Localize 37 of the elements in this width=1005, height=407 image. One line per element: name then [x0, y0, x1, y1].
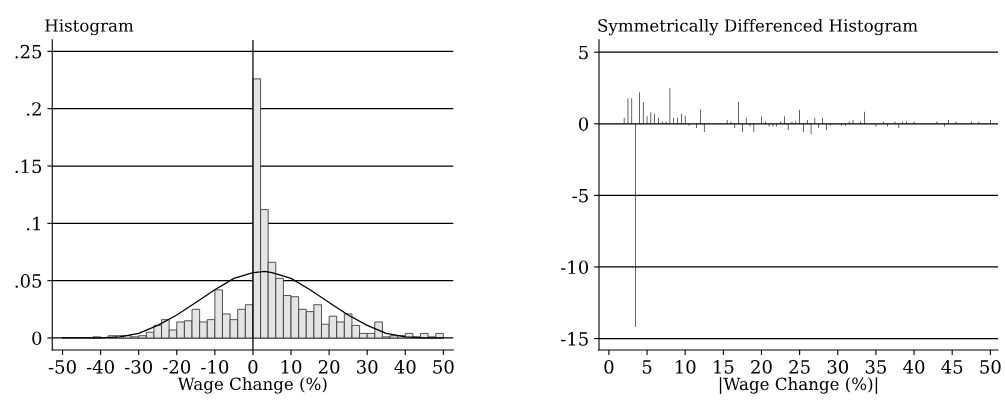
x-axis-title: Wage Change (%) [177, 377, 327, 394]
x-tick-label: 50 [980, 360, 1001, 374]
x-tick-label: 20 [318, 360, 340, 374]
x-tick-label: 10 [675, 360, 696, 374]
x-tick-label: 30 [827, 360, 849, 374]
x-tick-label: 0 [604, 360, 614, 374]
y-tick-label: 5 [579, 45, 588, 60]
x-tick-label: -30 [124, 360, 153, 374]
y-tick-label: -15 [560, 332, 588, 346]
y-tick-label: .1 [27, 216, 40, 231]
y-tick-label: .25 [15, 44, 42, 59]
x-tick-label: -50 [48, 360, 76, 374]
x-tick-label: 35 [865, 360, 886, 374]
x-tick-label: 10 [281, 360, 302, 374]
x-tick-label: 50 [433, 360, 454, 374]
y-tick-label: 0 [32, 331, 42, 346]
chart-title: Symmetrically Differenced Histogram [598, 18, 918, 36]
x-tick-label: 20 [751, 360, 772, 374]
y-tick-label: -10 [560, 260, 589, 275]
x-tick-label: 5 [642, 360, 652, 374]
x-tick-label: -10 [201, 360, 229, 374]
x-tick-label: 40 [394, 360, 416, 374]
x-tick-label: 25 [789, 360, 810, 374]
x-tick-label: 30 [357, 360, 378, 374]
y-tick-label: .2 [27, 102, 41, 116]
y-tick-label: 0 [578, 117, 589, 131]
x-tick-label: 15 [714, 360, 734, 374]
x-tick-label: 40 [903, 360, 925, 374]
x-tick-label: 0 [248, 360, 258, 374]
x-tick-label: -40 [86, 360, 114, 374]
y-tick-label: -5 [572, 189, 588, 203]
y-tick-label: .15 [15, 159, 42, 174]
x-axis-title: |Wage Change (%)| [719, 377, 878, 394]
y-tick-label: .05 [15, 274, 42, 288]
x-tick-label: -20 [163, 360, 191, 374]
x-tick-label: 45 [941, 360, 963, 374]
chart-title: Histogram [45, 19, 134, 36]
